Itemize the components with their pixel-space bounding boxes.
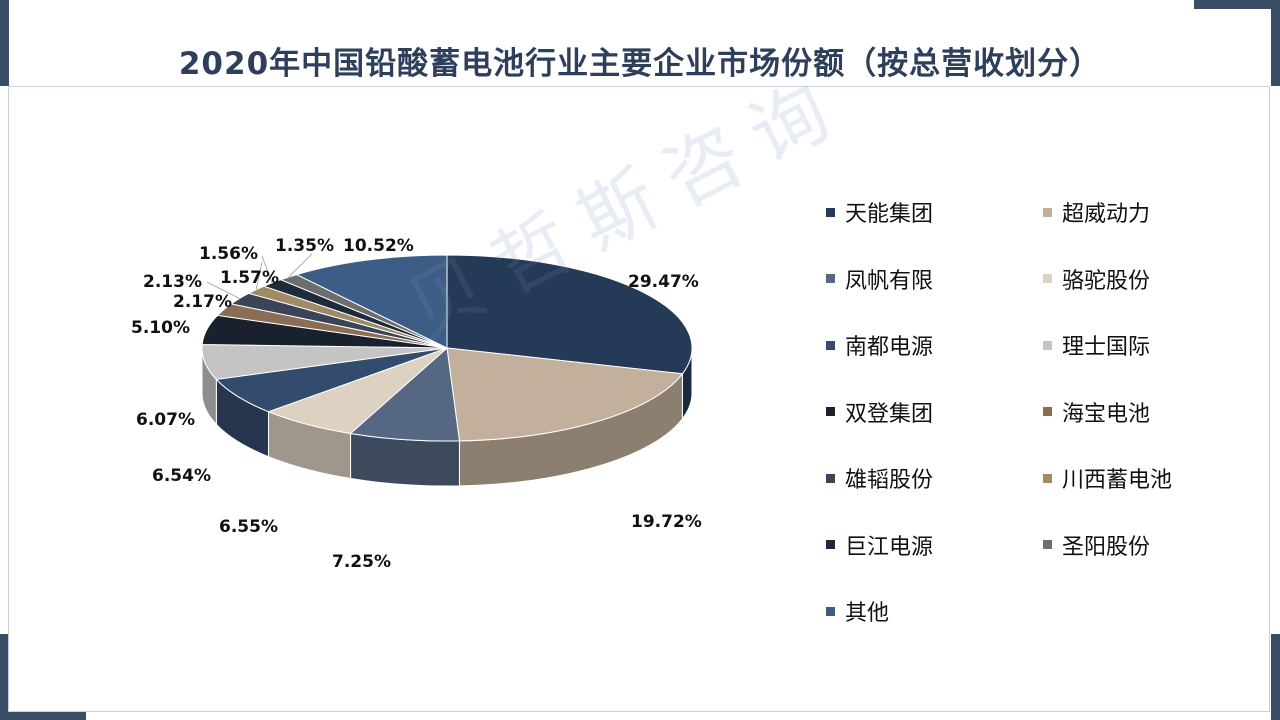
legend-item-2: 凤帆有限 — [826, 263, 933, 295]
legend-item-11: 圣阳股份 — [1043, 529, 1150, 561]
data-label-9: 1.57% — [220, 268, 279, 288]
legend-label-12: 其他 — [845, 601, 890, 626]
legend-item-10: 巨江电源 — [826, 529, 933, 561]
legend-item-8: 雄韬股份 — [826, 462, 933, 494]
legend-item-0: 天能集团 — [826, 196, 933, 228]
legend-item-4: 南都电源 — [826, 329, 933, 361]
legend-label-2: 凤帆有限 — [845, 268, 934, 294]
legend-item-7: 海宝电池 — [1043, 396, 1150, 428]
data-label-10: 1.56% — [199, 244, 258, 264]
data-label-3: 6.55% — [219, 517, 278, 537]
data-label-1: 19.72% — [631, 512, 702, 532]
legend-swatch-0 — [826, 207, 835, 217]
data-label-12: 10.52% — [343, 236, 414, 256]
legend-label-8: 雄韬股份 — [845, 468, 934, 493]
leader-line-9 — [255, 261, 263, 290]
data-label-8: 2.13% — [143, 272, 202, 292]
legend-label-10: 巨江电源 — [845, 534, 934, 560]
legend-swatch-3 — [1043, 274, 1052, 283]
legend-swatch-5 — [1043, 340, 1052, 350]
legend-swatch-8 — [826, 473, 835, 483]
chart-title: 2020年中国铅酸蓄电池行业主要企业市场份额（按总营收划分） — [178, 46, 1102, 82]
data-label-2: 7.25% — [332, 552, 391, 572]
legend-item-5: 理士国际 — [1043, 329, 1150, 361]
corner-decoration-bottom-right — [1271, 634, 1280, 720]
data-label-0: 29.47% — [628, 272, 699, 292]
legend-label-4: 南都电源 — [845, 335, 934, 360]
corner-decoration-top-right — [1271, 0, 1280, 86]
data-label-4: 6.54% — [152, 466, 211, 486]
legend-swatch-10 — [826, 540, 835, 549]
legend-label-11: 圣阳股份 — [1062, 534, 1151, 560]
pie-slice-1 — [446, 347, 684, 442]
legend-swatch-11 — [1043, 540, 1052, 549]
legend-label-0: 天能集团 — [845, 202, 934, 227]
legend-item-3: 骆驼股份 — [1043, 263, 1150, 295]
legend-label-7: 海宝电池 — [1062, 401, 1151, 427]
legend-swatch-1 — [1043, 207, 1052, 217]
data-label-5: 6.07% — [136, 410, 195, 430]
data-label-7: 2.17% — [173, 292, 232, 312]
pie-slice-0 — [446, 254, 693, 375]
legend-item-6: 双登集团 — [826, 396, 933, 428]
legend-label-5: 理士国际 — [1062, 335, 1151, 360]
legend-item-12: 其他 — [826, 595, 889, 627]
slide-frame — [8, 86, 1270, 712]
legend-swatch-2 — [826, 274, 835, 283]
pie-slice-12 — [295, 254, 448, 349]
data-label-6: 5.10% — [131, 318, 190, 338]
legend-swatch-9 — [1043, 473, 1052, 483]
data-label-11: 1.35% — [275, 236, 334, 256]
corner-decoration-top-left — [0, 0, 9, 86]
pie-slice-2 — [349, 347, 461, 442]
legend-item-9: 川西蓄电池 — [1043, 462, 1172, 494]
legend-label-9: 川西蓄电池 — [1062, 468, 1173, 493]
legend-label-6: 双登集团 — [845, 401, 934, 427]
corner-decoration-top-right-tab — [1194, 0, 1280, 9]
leader-line-10 — [261, 255, 273, 284]
corner-decoration-bottom-left — [0, 634, 9, 720]
legend-swatch-4 — [826, 340, 835, 350]
legend-item-1: 超威动力 — [1043, 196, 1150, 228]
legend-label-3: 骆驼股份 — [1062, 268, 1151, 294]
legend-label-1: 超威动力 — [1062, 202, 1151, 227]
legend-swatch-7 — [1043, 407, 1052, 416]
legend-swatch-12 — [826, 606, 835, 616]
leader-line-8 — [206, 281, 240, 299]
legend-swatch-6 — [826, 407, 835, 416]
leader-line-11 — [288, 253, 313, 278]
corner-decoration-bottom-left-tab — [0, 711, 86, 720]
